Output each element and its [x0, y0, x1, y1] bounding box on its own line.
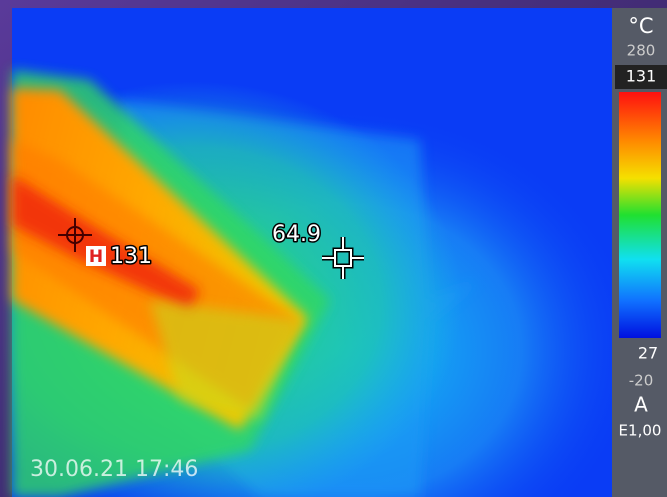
span-bottom: 27: [638, 344, 658, 363]
scale-panel: °C 280 131 27 -20 A E1,00: [612, 8, 667, 497]
scale-unit: °C: [628, 14, 653, 38]
hotspot-marker: [58, 218, 92, 252]
spot-marker: [322, 237, 364, 279]
emissivity: E1,00: [619, 422, 662, 440]
scale-max: 280: [627, 42, 656, 60]
timestamp: 30.06.21 17:46: [30, 457, 198, 482]
hotspot-value: 131: [110, 244, 152, 269]
scale-min: -20: [629, 372, 654, 390]
spot-value: 64.9: [272, 222, 321, 247]
span-top: 131: [626, 67, 657, 86]
hotspot-label: H: [89, 247, 103, 267]
thermal-image: [12, 8, 612, 497]
hotspot-badge: [86, 246, 106, 266]
range-mode: A: [634, 393, 648, 417]
